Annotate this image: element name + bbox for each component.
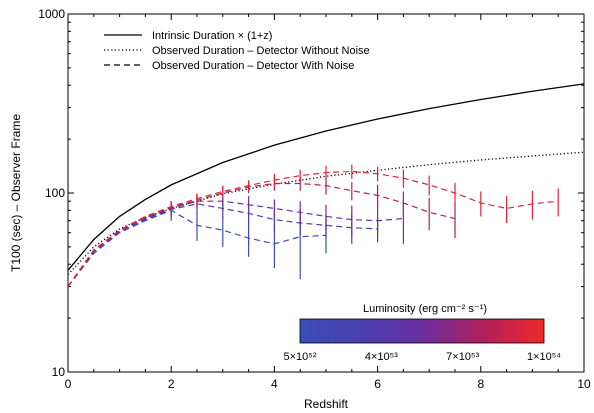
x-tick-labels: 0 2 4 6 8 10 [65, 377, 591, 391]
y-axis-label: T100 (sec) – Observer Frame [9, 114, 23, 272]
noise-curve-3 [68, 182, 456, 287]
colorbar-tick-label: 5×10⁵² [284, 351, 317, 363]
series-line-0 [68, 83, 584, 271]
y-tick-labels: 10 100 1000 [38, 7, 65, 379]
y-tick-label: 1000 [38, 7, 65, 21]
colorbar-tick-label: 4×10⁵³ [365, 351, 398, 363]
colorbar-labels: 5×10⁵² 4×10⁵³ 7×10⁵³ 1×10⁵⁴ [284, 351, 562, 363]
colorbar-gradient [299, 318, 545, 344]
legend-label-intrinsic: Intrinsic Duration × (1+z) [152, 30, 272, 42]
colorbar-tick-label: 7×10⁵³ [446, 351, 479, 363]
colorbar-title: Luminosity (erg cm⁻² s⁻¹) [363, 303, 487, 315]
tick-marks [67, 13, 585, 373]
noise-curve-2 [68, 200, 404, 287]
colorbar: Luminosity (erg cm⁻² s⁻¹) 5×10⁵² 4×10⁵³ 7×… [284, 303, 562, 363]
x-tick-label: 6 [374, 377, 381, 391]
noise-curve-4 [68, 170, 559, 287]
x-tick-label: 10 [577, 377, 591, 391]
legend: Intrinsic Duration × (1+z) Observed Dura… [104, 30, 370, 72]
colorbar-tick-label: 1×10⁵⁴ [527, 351, 561, 363]
legend-label-with-noise: Observed Duration – Detector With Noise [152, 60, 354, 72]
x-tick-label: 2 [168, 377, 175, 391]
x-tick-label: 0 [65, 377, 72, 391]
legend-label-without-noise: Observed Duration – Detector Without Noi… [152, 45, 370, 57]
y-tick-label: 10 [52, 365, 66, 379]
x-tick-label: 4 [271, 377, 278, 391]
x-axis-label: Redshift [304, 397, 349, 411]
curves-layer [68, 83, 584, 287]
y-tick-label: 100 [45, 186, 65, 200]
x-tick-label: 8 [477, 377, 484, 391]
